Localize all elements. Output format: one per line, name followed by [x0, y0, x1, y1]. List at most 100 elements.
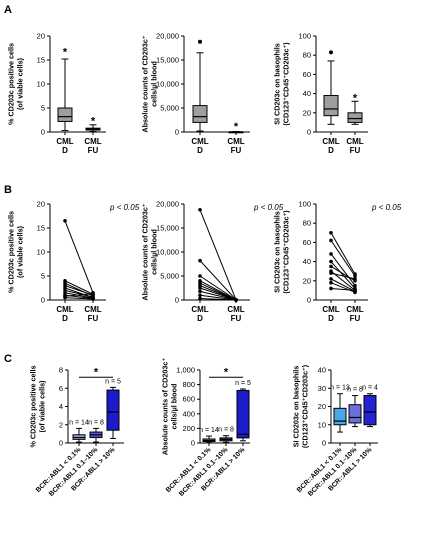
data-point [353, 288, 357, 293]
y-axis-title-line: (CD123⁺CD45⁺CD203c⁺) [282, 210, 291, 294]
box-body [333, 407, 347, 426]
y-axis-title-line: (of viable cells) [16, 225, 25, 278]
y-tick-label: 0 [307, 296, 311, 305]
chart-a3: 0 20 40 60 80 100 SI CD203c on basophils(CD123… [273, 32, 368, 155]
data-point [329, 264, 333, 269]
x-tick-label: FU [88, 146, 99, 155]
y-tick-label: 80 [303, 51, 311, 60]
y-tick-label: 10 [318, 420, 326, 429]
n-label: n = 8 [347, 387, 363, 394]
y-tick-label: 600 [182, 395, 195, 404]
data-point [329, 286, 333, 291]
x-tick-label: CML [227, 305, 244, 314]
pair-line [330, 232, 356, 275]
pair-line [330, 261, 356, 289]
outlier-point [198, 39, 202, 44]
data-point [91, 291, 95, 296]
box-body [106, 389, 120, 431]
data-point [329, 259, 333, 264]
pair-line [64, 285, 94, 296]
x-tick-label: CML [346, 305, 363, 314]
y-tick-label: 0 [41, 296, 45, 305]
y-tick-label: 40 [318, 366, 326, 375]
significance-marker: * [224, 366, 229, 378]
y-tick-label: 0 [191, 439, 195, 448]
data-point [198, 296, 202, 301]
data-point [329, 238, 333, 243]
y-axis-title-line: Absolute counts of CD203c⁺ [141, 203, 150, 300]
box-body [348, 404, 362, 424]
chart-c1: 0 2 4 6 8 % CD203c positive cells(of viable c… [29, 366, 124, 498]
pair-line [199, 287, 237, 301]
x-tick-label: D [328, 146, 334, 155]
box-body [236, 389, 250, 439]
chart-c3: 0 10 20 30 40 SI CD203c on basophils(CD123⁺CD… [292, 364, 378, 498]
y-tick-label: 4 [59, 402, 63, 411]
y-tick-label: 15 [37, 56, 45, 65]
p-value-annotation: p < 0.05 [253, 203, 284, 212]
y-axis-title-line: SI CD203c on basophils [292, 366, 301, 447]
x-tick-label: CML [322, 137, 339, 146]
panel-label-c: C [4, 353, 12, 365]
y-axis-title-line: % CD203c positive cells [29, 366, 38, 448]
y-axis-title-line: (CD123⁺CD45⁺CD203c⁺) [301, 364, 310, 448]
significance-marker: * [353, 92, 358, 104]
pair-line [64, 220, 94, 293]
data-point [198, 286, 202, 290]
data-point [198, 274, 202, 278]
data-point [329, 231, 333, 235]
data-point [198, 289, 202, 294]
y-tick-label: 20,000 [156, 32, 179, 41]
data-point [353, 274, 357, 278]
data-point [329, 252, 333, 256]
data-point [198, 258, 202, 263]
chart-a1: 0 5 10 15 20 % CD203c positive cells(of viabl… [7, 32, 106, 155]
y-tick-label: 400 [182, 409, 195, 418]
data-point [198, 293, 202, 298]
x-tick-label: FU [88, 314, 99, 323]
y-axis-title: % CD203c positive cells(of viable cells) [29, 366, 47, 448]
y-tick-label: 10,000 [156, 248, 179, 257]
y-axis-title-line: Absolute counts of CD203c⁺ [141, 35, 150, 132]
y-tick-label: 20 [303, 276, 311, 285]
significance-marker: * [91, 115, 96, 127]
y-axis-title-line: SI CD203c on basophils [273, 43, 282, 124]
y-axis-title: % CD203c positive cells(of viable cells) [7, 43, 25, 125]
data-point [198, 207, 202, 212]
data-point [91, 297, 95, 301]
x-tick-label: D [197, 146, 203, 155]
y-axis-title-line: (of viable cells) [38, 380, 47, 433]
significance-marker: * [94, 366, 99, 378]
x-tick-label: FU [350, 146, 361, 155]
y-tick-label: 15,000 [156, 224, 179, 233]
y-axis-title-line: SI CD203c on basophils [273, 211, 282, 292]
panel-label-a: A [4, 4, 12, 16]
y-tick-label: 10,000 [156, 80, 179, 89]
box-body [57, 107, 73, 122]
pair-line [64, 293, 94, 297]
pair-line [330, 272, 356, 280]
x-tick-label: D [328, 314, 334, 323]
y-tick-label: 200 [182, 424, 195, 433]
data-point [63, 295, 67, 300]
y-tick-label: 6 [59, 384, 63, 393]
y-axis-title: Absolute counts of CD203c⁺cells/µl blood [161, 358, 179, 455]
y-tick-label: 30 [318, 384, 326, 393]
data-point [329, 271, 333, 275]
panel-label-b: B [4, 184, 12, 196]
data-point [63, 219, 67, 223]
pair-line [330, 240, 356, 277]
data-point [353, 277, 357, 281]
pair-line [199, 294, 237, 301]
pair-line [64, 289, 94, 298]
y-tick-label: 60 [303, 70, 311, 79]
y-tick-label: 20 [37, 32, 45, 41]
pair-line [64, 297, 94, 300]
y-axis-title-line: Absolute counts of CD203c⁺ [161, 358, 170, 455]
y-tick-label: 5 [41, 104, 45, 113]
y-tick-label: 20 [303, 108, 311, 117]
y-tick-label: 800 [182, 380, 195, 389]
